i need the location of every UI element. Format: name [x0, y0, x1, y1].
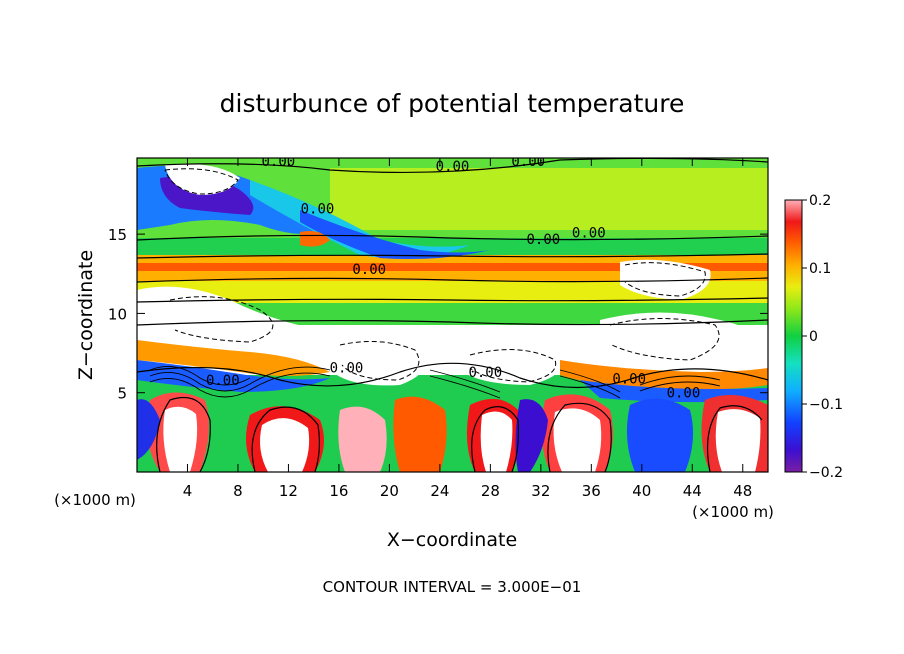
plot-frame: [136, 157, 769, 473]
contour-label: 0.00: [206, 373, 240, 389]
blue-streak: [300, 210, 490, 259]
contour-label: 0.00: [261, 154, 295, 170]
colorbar-tick-label: −0.1: [809, 397, 843, 413]
chart-title: disturbunce of potential temperature: [220, 89, 685, 118]
x-axis: 4 8 12 16 20 24 28 32 36 40 44 48: [183, 158, 752, 500]
plume-1-core: [163, 406, 198, 472]
plume-2-core: [260, 418, 310, 472]
x-tick-label: 12: [279, 482, 298, 500]
colorbar-ticks: 0.2 0.1 0 −0.1 −0.2: [802, 193, 843, 481]
x-axis-label: X−coordinate: [387, 529, 517, 551]
y-axis-label: Z−coordinate: [75, 250, 97, 380]
contour-label: 0.00: [612, 371, 646, 387]
band-yellow-green: [330, 168, 768, 230]
colorbar-tick-label: 0.1: [809, 261, 831, 277]
plume-3: [338, 406, 387, 472]
contour-label: 0.00: [468, 365, 502, 381]
contour-ridges: [149, 365, 721, 399]
x-unit-left: (×1000 m): [54, 491, 136, 509]
y-tick-label: 10: [108, 305, 127, 323]
contour-label: 0.00: [352, 262, 386, 278]
x-tick-label: 4: [183, 482, 193, 500]
x-tick-label: 28: [481, 482, 500, 500]
y-tick-label: 15: [108, 226, 127, 244]
colorbar-tick-label: −0.2: [809, 465, 843, 481]
contour-label: 0.00: [511, 154, 545, 170]
colorbar: [784, 199, 803, 473]
cloud-center: [460, 343, 562, 385]
y-axis: 5 10 15: [108, 226, 768, 403]
x-tick-label: 16: [329, 482, 348, 500]
contour-label: 0.00: [572, 226, 606, 242]
colorbar-tick-label: 0.2: [809, 193, 831, 209]
band-yellow: [137, 281, 768, 303]
white-patch-top-left: [165, 163, 240, 195]
contour-label: 0.00: [667, 386, 701, 402]
orange-rim-left: [137, 340, 330, 376]
x-tick-label: 32: [531, 482, 550, 500]
x-tick-label: 36: [582, 482, 601, 500]
plume-5-core: [480, 411, 513, 472]
plume-7: [626, 398, 694, 472]
x-tick-label: 24: [430, 482, 449, 500]
colorbar-tick-label: 0: [809, 329, 818, 345]
x-tick-label: 40: [632, 482, 651, 500]
plume-4: [393, 396, 447, 472]
plume-8-core: [715, 409, 761, 472]
x-tick-label: 48: [733, 482, 752, 500]
x-tick-label: 8: [233, 482, 243, 500]
blue-lower-mid: [515, 399, 548, 472]
x-tick-label: 44: [683, 482, 702, 500]
contour-label: 0.00: [527, 232, 561, 248]
footer-contour-interval: CONTOUR INTERVAL = 3.000E−01: [323, 578, 582, 596]
cloud-right: [600, 312, 768, 376]
contour-label: 0.00: [301, 202, 335, 218]
white-patch-right: [620, 259, 711, 300]
plot-area: 0.00 0.00 0.00 0.00 0.00 0.00 0.00 0.00 0.00 0.00…: [137, 154, 768, 472]
contour-label: 0.00: [436, 159, 470, 175]
contour-label: 0.00: [330, 360, 364, 376]
contour-labels: 0.00 0.00 0.00 0.00 0.00 0.00 0.00 0.00 0.00 0.00…: [206, 154, 701, 402]
x-tick-label: 20: [380, 482, 399, 500]
dashed-contours: [164, 168, 720, 383]
plume-6-core: [553, 408, 602, 472]
orange-rim-right: [560, 360, 768, 391]
cloud-left: [137, 286, 320, 350]
y-tick-label: 5: [117, 385, 127, 403]
blue-lower-left: [137, 399, 160, 460]
band-red: [137, 263, 768, 271]
x-unit-right: (×1000 m): [692, 503, 774, 521]
